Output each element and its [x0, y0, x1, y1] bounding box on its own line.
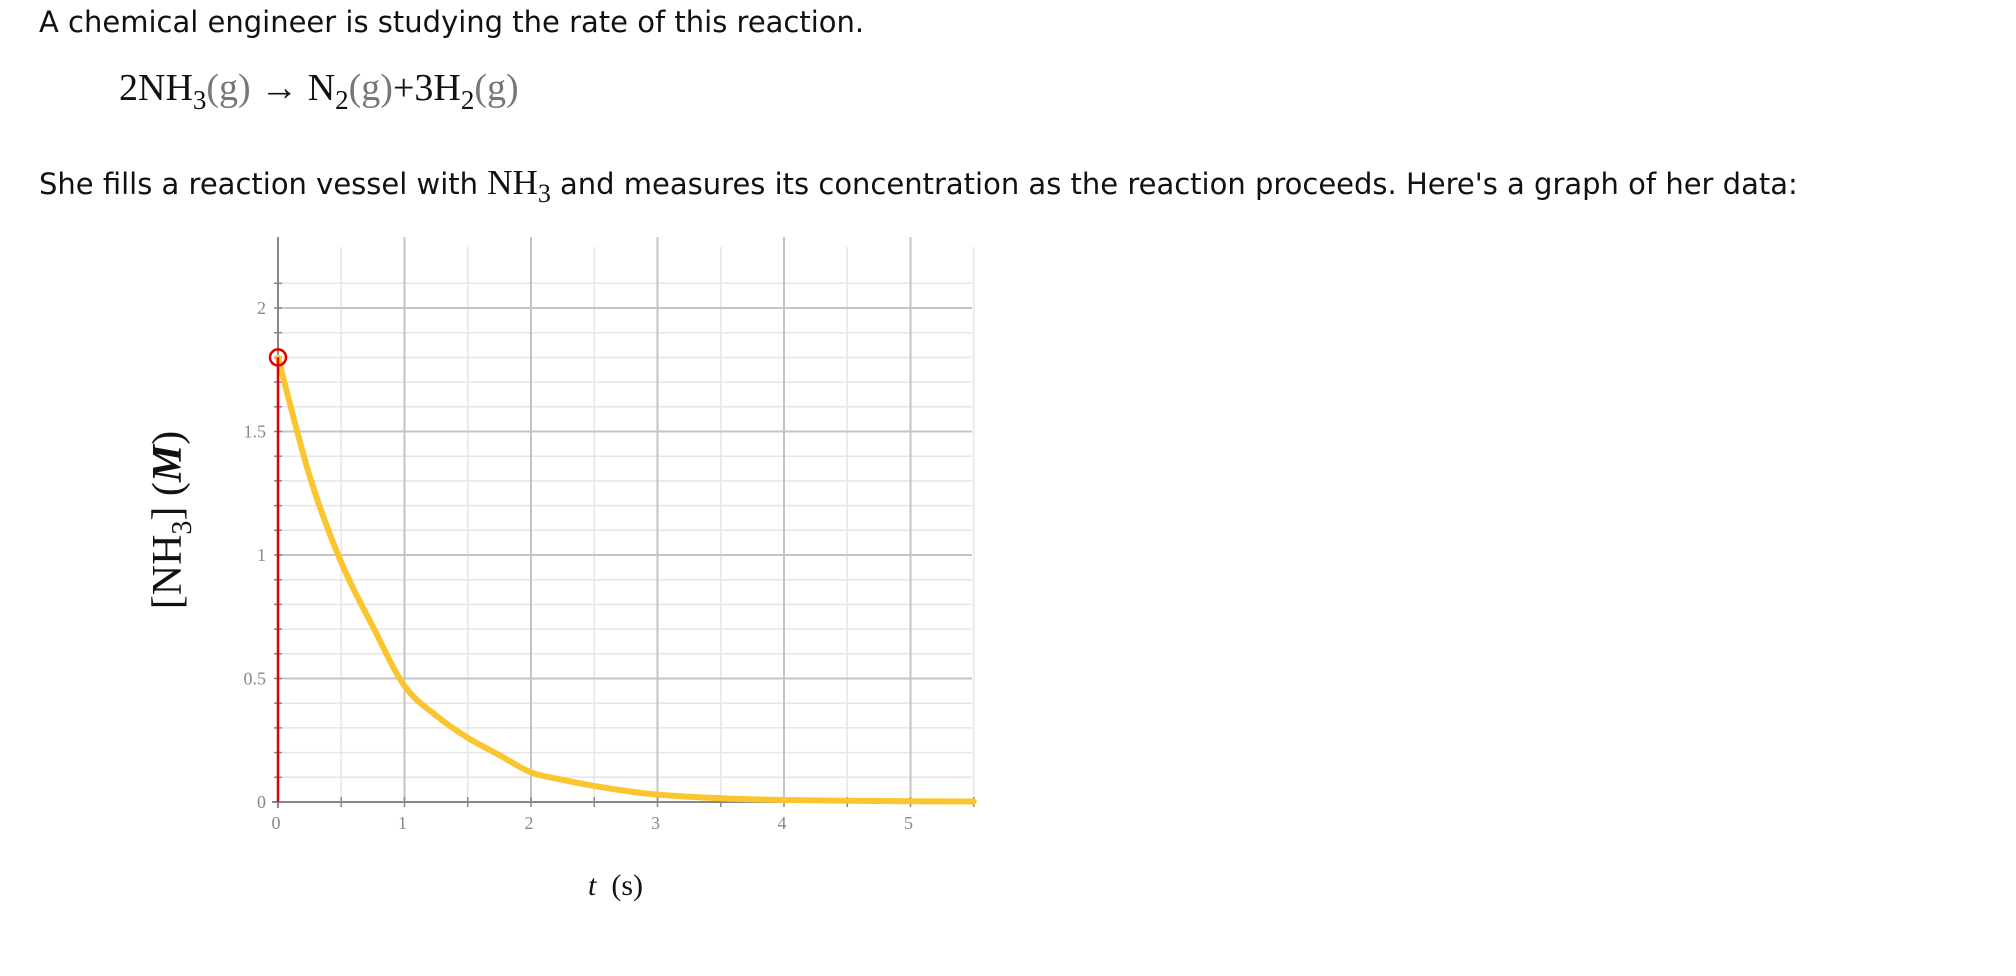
- x-tick-label: 0: [272, 813, 281, 833]
- product2-state: (g): [474, 67, 519, 109]
- reactant-formula: NH: [138, 67, 193, 109]
- y-tick-label: 1.5: [244, 422, 267, 442]
- y-axis-label: [NH3] (M): [145, 430, 198, 610]
- y-tick-label: 2: [257, 298, 266, 318]
- reaction-arrow-icon: →: [260, 67, 299, 109]
- tick-labels: 0 0.5 1 1.5 2 0 1 2 3 4 5: [244, 298, 914, 833]
- product1-state: (g): [348, 67, 393, 109]
- product1-formula: N: [307, 67, 336, 109]
- sentence-species-formula: NH: [487, 163, 538, 202]
- x-tick-label: 2: [525, 813, 534, 833]
- minor-grid: [277, 247, 975, 803]
- sentence-after: and measures its concentration as the re…: [550, 167, 1798, 201]
- x-axis-label: t (s): [588, 869, 643, 903]
- concentration-chart: 0 0.5 1 1.5 2 0 1 2 3 4 5: [244, 237, 977, 833]
- sentence-species: NH3: [487, 163, 551, 207]
- ylabel-bracket-close: ]: [145, 506, 191, 521]
- plus-sign: +: [392, 67, 415, 109]
- intro-text: A chemical engineer is studying the rate…: [39, 5, 865, 39]
- reaction-equation: 2NH3(g) → N2(g)+3H2(g): [119, 66, 519, 114]
- ylabel-unit: M: [145, 444, 191, 483]
- x-tick-label: 4: [778, 813, 787, 833]
- product2-subscript: 2: [460, 85, 475, 115]
- major-grid: [277, 237, 972, 803]
- sentence-species-subscript: 3: [537, 179, 551, 208]
- x-tick-label: 3: [651, 813, 660, 833]
- coefficient-3: 3: [414, 67, 434, 109]
- markers: [268, 348, 288, 802]
- initial-point-marker: [268, 348, 288, 367]
- ylabel-species: NH: [145, 534, 191, 596]
- x-tick-label: 5: [904, 813, 913, 833]
- sentence-before: She fills a reaction vessel with: [39, 167, 488, 201]
- xlabel-unit: (s): [611, 869, 643, 902]
- x-tick-label: 1: [398, 813, 407, 833]
- reactant-subscript: 3: [192, 85, 207, 115]
- axes: [272, 237, 975, 808]
- y-tick-label: 0: [257, 792, 266, 812]
- coefficient-2: 2: [119, 67, 138, 109]
- product1-subscript: 2: [335, 85, 349, 115]
- product2-formula: H: [433, 67, 461, 109]
- concentration-curve: [275, 354, 977, 805]
- y-tick-label: 0.5: [244, 669, 267, 689]
- ylabel-bracket-open: [: [145, 595, 191, 610]
- data-description: She fills a reaction vessel with NH3 and…: [39, 163, 1798, 207]
- y-tick-label: 1: [257, 545, 266, 565]
- xlabel-variable: t: [588, 869, 597, 902]
- reactant-state: (g): [206, 67, 251, 109]
- data-series: [275, 354, 977, 805]
- ylabel-subscript: 3: [167, 520, 198, 535]
